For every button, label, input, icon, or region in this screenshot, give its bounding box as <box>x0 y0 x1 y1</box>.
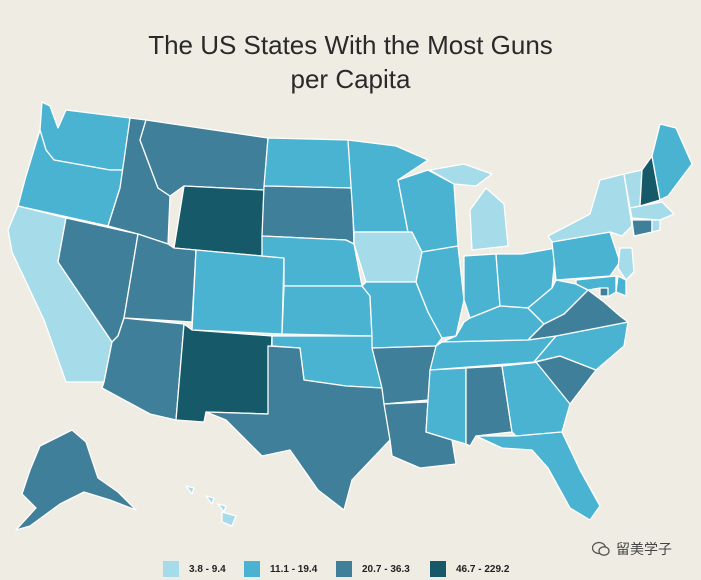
legend-label: 11.1 - 19.4 <box>270 563 318 575</box>
state-il[interactable] <box>415 245 465 339</box>
legend-item: 11.1 - 19.4 <box>244 560 317 578</box>
state-de[interactable] <box>615 275 627 297</box>
state-ny[interactable] <box>547 173 633 243</box>
state-fl[interactable] <box>475 431 601 521</box>
state-dc[interactable] <box>599 287 609 297</box>
state-co[interactable] <box>191 249 285 335</box>
state-nm[interactable] <box>175 323 273 423</box>
state-ia[interactable] <box>353 231 423 283</box>
state-ks[interactable] <box>281 285 373 337</box>
legend-label: 46.7 - 229.2 <box>456 563 510 575</box>
state-ma[interactable] <box>629 201 675 221</box>
legend-item: 3.8 - 9.4 <box>163 560 226 578</box>
state-wv[interactable] <box>527 279 589 325</box>
legend-swatch <box>430 561 446 577</box>
us-choropleth-map <box>7 101 693 531</box>
legend-swatch <box>244 561 260 577</box>
legend-swatch <box>163 561 179 577</box>
legend-item: 46.7 - 229.2 <box>430 560 509 578</box>
map-title: The US States With the Most Guns per Cap… <box>0 28 701 96</box>
state-ri[interactable] <box>651 219 661 233</box>
state-wy[interactable] <box>173 185 265 257</box>
state-ms[interactable] <box>425 367 467 445</box>
chat-bubble-icon <box>592 541 610 556</box>
state-tx[interactable] <box>205 345 391 511</box>
state-hi[interactable] <box>185 485 237 527</box>
state-mt[interactable] <box>139 119 269 197</box>
legend: 3.8 - 9.4 11.1 - 19.4 20.7 - 36.3 46.7 -… <box>0 560 701 578</box>
legend-label: 20.7 - 36.3 <box>362 563 410 575</box>
state-sd[interactable] <box>261 185 355 245</box>
state-me[interactable] <box>651 123 693 201</box>
state-nd[interactable] <box>263 137 353 189</box>
legend-swatch <box>336 561 352 577</box>
state-ak[interactable] <box>15 429 137 531</box>
map-title-line1: The US States With the Most Guns <box>148 30 553 60</box>
legend-label: 3.8 - 9.4 <box>189 563 226 575</box>
legend-item: 20.7 - 36.3 <box>336 560 410 578</box>
state-ar[interactable] <box>371 345 437 405</box>
map-title-line2: per Capita <box>290 64 411 94</box>
state-nj[interactable] <box>617 247 635 281</box>
watermark: 留美学子 <box>592 538 672 560</box>
watermark-text: 留美学子 <box>616 541 672 557</box>
state-mi[interactable] <box>429 163 509 251</box>
state-ct[interactable] <box>631 219 653 237</box>
